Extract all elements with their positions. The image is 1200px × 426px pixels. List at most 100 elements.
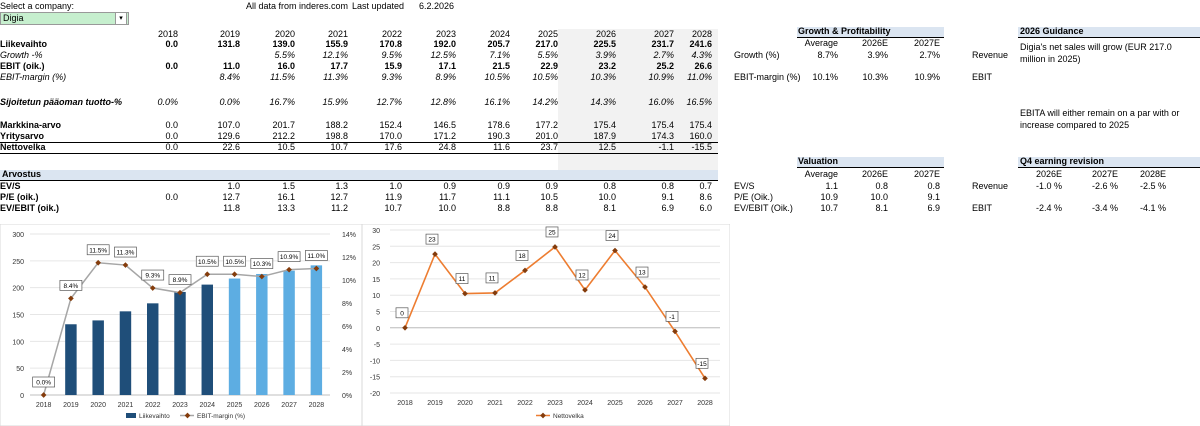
net-debt-data-label: 12 <box>578 272 586 279</box>
y-tick-label: 30 <box>372 228 380 235</box>
growth-panel-row-label: Growth (%) <box>734 50 780 60</box>
revenue-bar <box>201 284 213 395</box>
y-right-tick-label: 6% <box>342 324 352 331</box>
growth-panel-cell: 10.3% <box>862 72 888 82</box>
chevron-down-icon[interactable]: ▾ <box>115 12 127 25</box>
data-label-box <box>575 269 589 281</box>
ebit-margin-row-cell: 11.0% <box>687 72 712 82</box>
ebit-row-cell: 11.0 <box>222 61 240 71</box>
net-debt-row-cell: 17.6 <box>384 142 402 152</box>
revenue-bar <box>174 291 186 395</box>
market-cap-row-cell: 152.4 <box>379 120 402 130</box>
roce-row-cell: 16.7% <box>269 97 295 107</box>
y-tick-label: 0 <box>376 326 380 333</box>
growth-row-label: Growth -% <box>0 50 43 60</box>
enterprise-value-row-cell: 198.8 <box>325 131 348 141</box>
guidance-revenue-text: Digia's net sales will grow (EUR 217.0 <box>1020 42 1172 52</box>
revenue-bar <box>119 311 132 395</box>
net-debt-row-cell: -1.1 <box>658 142 674 152</box>
growth-row-cell: 2.7% <box>653 50 674 60</box>
net-debt-marker <box>642 284 648 290</box>
x-tick-label: 2022 <box>145 402 161 409</box>
revision-panel-cell: -4.1 % <box>1139 203 1166 213</box>
guidance-panel-title: 2026 Guidance <box>1020 26 1084 36</box>
ebit-margin-row-cell: 10.5% <box>484 72 510 82</box>
legend-line-label: EBIT-margin (%) <box>197 413 245 420</box>
growth-panel-col: 2026E <box>861 38 888 48</box>
revision-panel-cell: -2.6 % <box>1091 181 1118 191</box>
y-right-tick-label: 0% <box>342 393 352 400</box>
net-debt-row-cell: 23.7 <box>540 142 558 152</box>
net-debt-data-label: 11 <box>459 276 466 283</box>
legend-bar-swatch <box>126 413 136 418</box>
valuation-panel-row-label: P/E (Oik.) <box>734 192 774 202</box>
company-select[interactable]: Digia <box>0 12 129 25</box>
valuation-row-label: EV/S <box>0 181 21 191</box>
guidance-ebit-text: increase compared to 2025 <box>1020 120 1130 130</box>
guidance-revenue-text: million in 2025) <box>1020 54 1081 64</box>
x-tick-label: 2018 <box>397 400 413 407</box>
ebit-margin-row-label: EBIT-margin (%) <box>0 72 67 82</box>
ebit-margin-data-label: 10.9% <box>280 254 299 261</box>
valuation-cell: 12.7 <box>330 192 348 202</box>
year-header: 2025 <box>537 29 558 39</box>
revision-panel-col: 2027E <box>1091 169 1118 179</box>
valuation-cell: 0.9 <box>497 181 510 191</box>
market-cap-row-cell: 107.0 <box>217 120 240 130</box>
valuation-cell: 0.8 <box>661 181 674 191</box>
roce-row-label: Sijoitetun pääoman tuotto-% <box>0 97 122 107</box>
growth-row-cell: 12.1% <box>322 50 348 60</box>
net-debt-row-cell: 10.5 <box>277 142 295 152</box>
ebit-margin-row-cell: 11.3% <box>323 72 348 82</box>
valuation-cell: 0.7 <box>699 181 712 191</box>
y-left-tick-label: 100 <box>12 339 24 346</box>
data-label-box <box>32 376 55 388</box>
x-tick-label: 2024 <box>577 400 593 407</box>
ebit-margin-data-label: 11.5% <box>89 247 107 254</box>
market-cap-row-cell: 175.4 <box>593 120 616 130</box>
x-tick-label: 2018 <box>36 402 52 409</box>
valuation-cell: 1.0 <box>389 181 402 191</box>
x-tick-label: 2020 <box>90 402 106 409</box>
valuation-cell: 11.7 <box>439 192 456 202</box>
ebit-row-cell: 21.5 <box>492 61 510 71</box>
ebit-margin-data-label: 11.3% <box>116 250 134 257</box>
revision-panel-col: 2028E <box>1139 169 1166 179</box>
revenue-bar <box>147 303 159 395</box>
valuation-cell: 11.1 <box>493 192 510 202</box>
growth-panel-cell: 2.7% <box>919 50 940 60</box>
valuation-panel-row-label: EV/EBIT (Oik.) <box>734 203 793 213</box>
roce-row-cell: 12.8% <box>430 97 456 107</box>
valuation-cell: 1.5 <box>282 181 295 191</box>
net-debt-row-cell: 24.8 <box>438 142 456 152</box>
valuation-cell: 0.9 <box>443 181 456 191</box>
year-header: 2027 <box>653 29 674 39</box>
data-label-box <box>250 258 274 269</box>
net-debt-marker <box>702 375 708 382</box>
revision-panel-row-label: Revenue <box>972 181 1009 191</box>
growth-row-cell: 7.1% <box>489 50 510 60</box>
x-tick-label: 2026 <box>637 400 653 407</box>
market-cap-row-cell: 0.0 <box>165 120 178 130</box>
net-debt-marker <box>402 324 408 331</box>
growth-panel-cell: 8.7% <box>817 50 838 60</box>
y-right-tick-label: 12% <box>342 255 356 262</box>
year-header: 2018 <box>157 29 178 39</box>
y-left-tick-label: 300 <box>12 232 24 239</box>
net-debt-marker <box>582 287 588 293</box>
valuation-cell: 8.8 <box>497 203 510 213</box>
growth-panel-col: 2027E <box>913 38 940 48</box>
x-tick-label: 2028 <box>697 400 713 407</box>
y-left-tick-label: 200 <box>12 286 24 293</box>
net-debt-marker <box>522 267 528 274</box>
ebit-margin-row-cell: 10.5% <box>532 72 558 82</box>
valuation-cell: 9.1 <box>661 192 674 202</box>
year-header: 2026 <box>595 29 616 39</box>
valuation-panel-cell: 10.9 <box>820 192 838 202</box>
valuation-row-label: EV/EBIT (oik.) <box>0 203 60 213</box>
data-label-box <box>695 357 709 369</box>
forecast-shading <box>558 29 718 171</box>
legend-bar-label: Liikevaihto <box>139 413 170 420</box>
revenue-row-cell: 205.7 <box>487 39 510 49</box>
ebit-margin-data-label: 11.0% <box>307 253 325 260</box>
